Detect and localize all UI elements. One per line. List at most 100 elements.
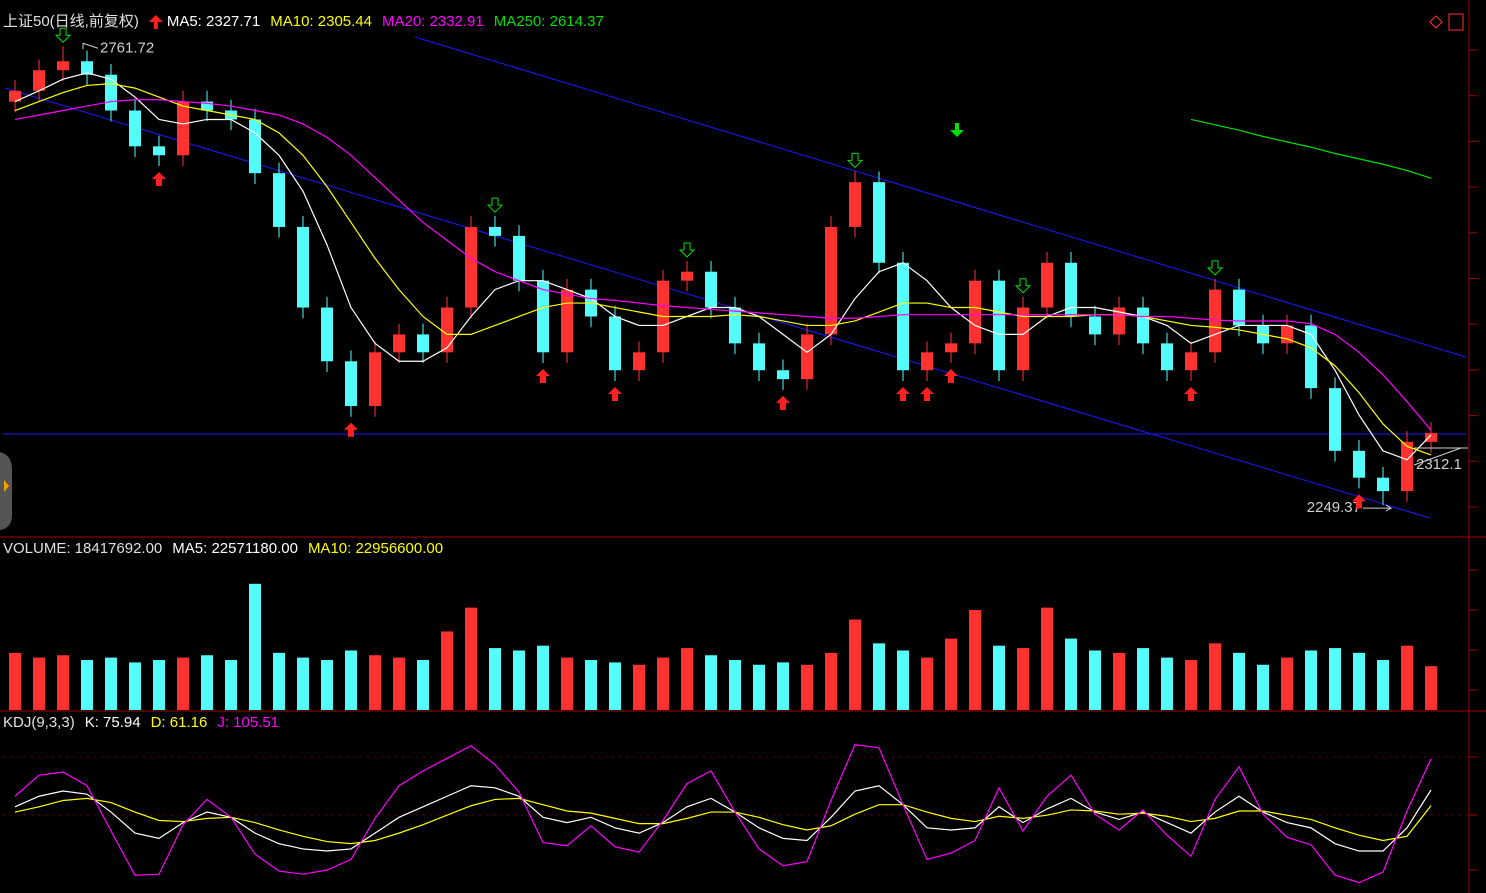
volume-bar [105,657,117,710]
pane-title: VOLUME: 18417692.00 [3,540,162,557]
indicator-line [1190,118,1432,179]
volume-bar [1089,650,1101,710]
volume-bar [1281,657,1293,710]
candle-body [1233,289,1245,326]
indicator-line [14,99,1432,431]
candle-body [273,173,285,227]
candle-body [1161,343,1173,371]
candle-body [297,226,309,308]
window-icon[interactable] [1429,15,1443,29]
window-icon[interactable] [1448,13,1464,31]
buy-signal [1184,386,1198,401]
volume-bar [945,638,957,710]
indicator-line [14,743,1432,884]
volume-bar [633,664,645,710]
volume-bar [369,655,381,710]
trendline [414,36,1467,358]
candle-body [1353,450,1365,478]
trendlines [3,36,1467,519]
candle-body [849,182,861,227]
volume-bar [1233,652,1245,710]
candle-body [1089,316,1101,335]
candle-body [1185,352,1197,371]
volume-bar [201,655,213,710]
volume-bar [777,662,789,710]
candle-body [1065,262,1077,317]
volume-bar [537,645,549,710]
trendline [4,87,1431,519]
volume-bar [417,660,429,710]
candle-body [561,289,573,353]
candle-body [753,343,765,371]
side-tab-icon [4,480,9,492]
indicator-line [14,797,1432,845]
buy-signal [944,369,958,384]
sell-signal [1206,260,1224,276]
volume-bar [849,619,861,710]
candle-body [825,226,837,335]
sell-signal [950,123,964,137]
volume-bar [321,660,333,710]
buy-signal [536,369,550,384]
volume-bar [1185,660,1197,710]
volume-bar [753,664,765,710]
volume-bar [1425,666,1437,710]
price-pane: 2761.72 2249.37 2312.1 [9,27,1468,516]
candle-body [729,307,741,344]
candle-body [201,101,213,111]
candle-body [993,280,1005,371]
volume-bar [57,655,69,710]
legend-entry: K: 75.94 [85,714,141,731]
candle-body [609,316,621,371]
annotation-arrow [82,42,99,50]
candle-body [1017,307,1029,371]
legend-entry: MA20: 2332.91 [382,13,484,30]
volume-bar [345,650,357,710]
volume-bar [1209,643,1221,710]
candle-body [177,101,189,156]
candle-body [969,280,981,344]
volume-bar [1305,650,1317,710]
legend-icon [148,15,163,29]
volume-bar [129,662,141,710]
candle-body [681,271,693,281]
volume-bar [1377,660,1389,710]
buy-signal [344,422,358,437]
volume-bar [441,631,453,710]
volume-bar [921,657,933,710]
candle-body [33,70,45,91]
volume-bar [489,648,501,710]
buy-signal [776,395,790,410]
candle-body [633,352,645,371]
volume-bar [1113,652,1125,710]
sell-signal [678,242,696,258]
candle-body [57,61,69,71]
volume-bar [1257,664,1269,710]
candle-body [1041,262,1053,308]
side-tab[interactable] [0,452,12,530]
annotation: 2249.37 [1307,499,1361,516]
volume-bar [225,660,237,710]
candle-body [705,271,717,308]
candle-body [1377,477,1389,492]
candle-body [489,226,501,236]
sell-signal [54,27,72,43]
candle-body [1329,388,1341,451]
volume-bar [153,660,165,710]
volume-bar [177,657,189,710]
volume-bar [1017,648,1029,710]
volume-bar [33,657,45,710]
legend-entry: MA5: 22571180.00 [172,540,298,557]
candle-body [321,307,333,362]
annotation-arrow [1363,504,1393,512]
annotation-arrow [1413,447,1468,466]
volume-bar [873,643,885,710]
indicator-line [14,72,1432,461]
candle-body [921,352,933,371]
sell-signal [846,152,864,169]
volume-bar [1065,638,1077,710]
volume-bar [1041,607,1053,710]
volume-bar [297,657,309,710]
buy-signal [920,386,934,401]
